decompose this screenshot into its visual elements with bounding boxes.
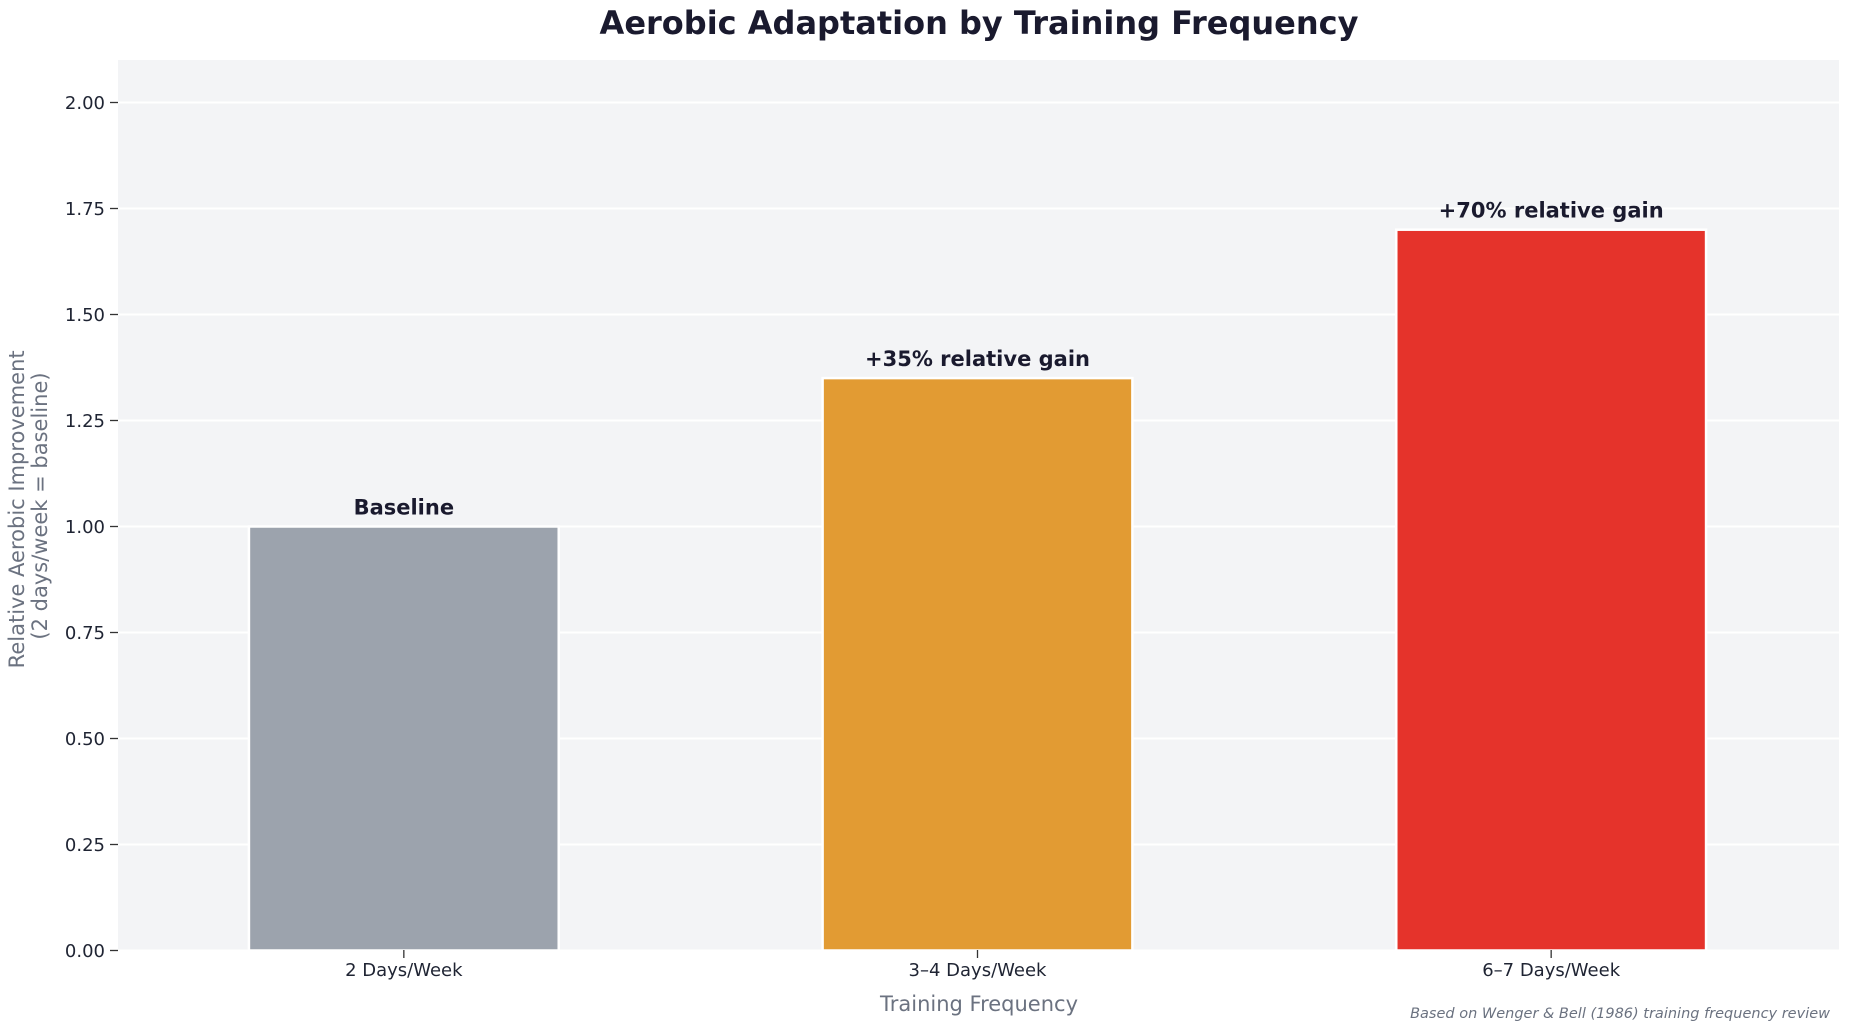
- x-tick-label: 3–4 Days/Week: [909, 960, 1048, 981]
- chart-title: Aerobic Adaptation by Training Frequency: [600, 4, 1359, 42]
- y-axis-label: Relative Aerobic Improvement (2 days/wee…: [5, 344, 52, 669]
- svg-text:Relative Aerobic Improvement: Relative Aerobic Improvement (2 days/wee…: [5, 344, 52, 669]
- y-tick-label: 1.75: [65, 199, 105, 220]
- y-tick-label: 0.50: [65, 729, 105, 750]
- y-axis-label-line-2: (2 days/week = baseline): [28, 372, 52, 639]
- source-note: Based on Wenger & Bell (1986) training f…: [1410, 1006, 1830, 1022]
- y-axis-label-line-1: Relative Aerobic Improvement: [5, 350, 29, 668]
- bar-value-label: +35% relative gain: [865, 347, 1090, 371]
- x-axis-label: Training Frequency: [879, 992, 1078, 1016]
- y-tick-label: 1.00: [65, 517, 105, 538]
- x-tick-label: 6–7 Days/Week: [1482, 960, 1621, 981]
- x-axis-ticks: 2 Days/Week 3–4 Days/Week 6–7 Days/Week: [345, 950, 1621, 981]
- bar: [821, 376, 1134, 952]
- bar-value-label: Baseline: [354, 496, 455, 520]
- bar-labels: Baseline +35% relative gain +70% relative …: [354, 199, 1664, 520]
- y-tick-label: 0.25: [65, 835, 105, 856]
- bar-value-label: +70% relative gain: [1439, 199, 1664, 223]
- bars: [247, 228, 1708, 952]
- x-tick-label: 2 Days/Week: [345, 960, 463, 981]
- y-tick-label: 0.75: [65, 623, 105, 644]
- y-tick-label: 0.00: [65, 941, 105, 962]
- bar: [1395, 228, 1708, 952]
- y-tick-label: 1.50: [65, 305, 105, 326]
- bar: [247, 525, 560, 952]
- y-axis-ticks: 0.00 0.25 0.50 0.75 1.00 1.25 1.50 1.75 2.00: [65, 93, 118, 962]
- y-tick-label: 2.00: [65, 93, 105, 114]
- y-tick-label: 1.25: [65, 411, 105, 432]
